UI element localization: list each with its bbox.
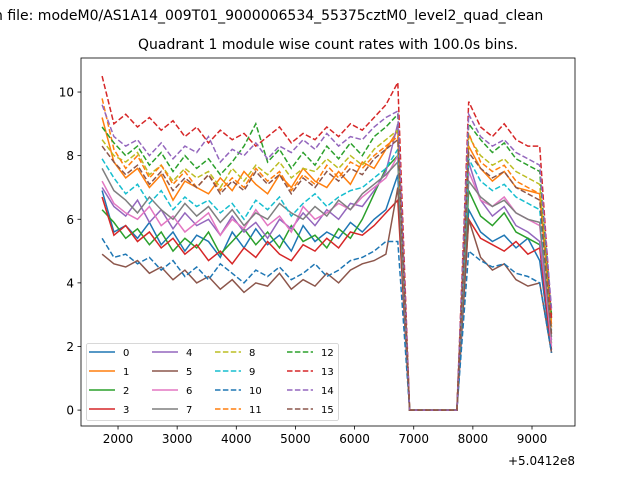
y-axis: 0 2 4 6 8 10	[59, 86, 81, 418]
axes-frame	[80, 57, 576, 427]
legend-label-9: 9	[249, 367, 255, 378]
plot-area	[101, 75, 553, 411]
legend-label-11: 11	[249, 405, 262, 416]
legend-label-0: 0	[123, 348, 129, 359]
series-line-7	[101, 160, 553, 411]
legend-label-3: 3	[123, 405, 129, 416]
series-line-10	[101, 237, 553, 411]
legend-label-2: 2	[123, 386, 129, 397]
y-tick-label: 4	[66, 276, 74, 290]
series-line-1	[101, 117, 553, 411]
y-tick-label: 8	[66, 149, 74, 163]
figure-suptitle: n file: modeM0/AS1A14_009T01_9000006534_…	[0, 8, 543, 24]
legend-label-13: 13	[321, 367, 334, 378]
x-tick-label: 6000	[339, 432, 370, 446]
y-tick-label: 10	[59, 86, 74, 100]
legend-label-14: 14	[321, 386, 334, 397]
x-tick-label: 4000	[221, 432, 252, 446]
series-line-4	[101, 123, 553, 411]
legend-label-5: 5	[186, 367, 192, 378]
legend-label-4: 4	[186, 348, 192, 359]
legend-label-12: 12	[321, 348, 334, 359]
x-axis: 2000 3000 4000 5000 6000 7000 8000 9000	[103, 426, 548, 446]
series-line-8	[101, 128, 553, 411]
legend-label-15: 15	[321, 405, 334, 416]
chart-title: Quadrant 1 module wise count rates with …	[138, 37, 518, 53]
series-line-15	[101, 138, 553, 411]
x-tick-label: 2000	[103, 432, 134, 446]
y-tick-label: 0	[66, 404, 74, 418]
series-line-2	[101, 153, 553, 411]
y-tick-label: 6	[66, 213, 74, 227]
legend-label-7: 7	[186, 405, 192, 416]
series-line-5	[101, 187, 553, 411]
series-line-12	[101, 112, 553, 411]
series-line-13	[101, 75, 553, 411]
series-line-3	[101, 196, 553, 411]
x-offset-text: +5.0412e8	[508, 454, 575, 468]
legend-frame	[86, 343, 339, 421]
x-tick-label: 8000	[458, 432, 489, 446]
series-line-9	[101, 146, 553, 411]
x-tick-label: 5000	[280, 432, 311, 446]
x-tick-label: 9000	[517, 432, 548, 446]
series-line-11	[101, 98, 553, 411]
x-tick-label: 7000	[398, 432, 429, 446]
legend-label-1: 1	[123, 367, 129, 378]
legend-label-10: 10	[249, 386, 262, 397]
series-line-14	[101, 104, 553, 411]
legend-label-6: 6	[186, 386, 192, 397]
legend-label-8: 8	[249, 348, 255, 359]
y-tick-label: 2	[66, 340, 74, 354]
series-line-0	[101, 174, 553, 411]
x-tick-label: 3000	[162, 432, 193, 446]
